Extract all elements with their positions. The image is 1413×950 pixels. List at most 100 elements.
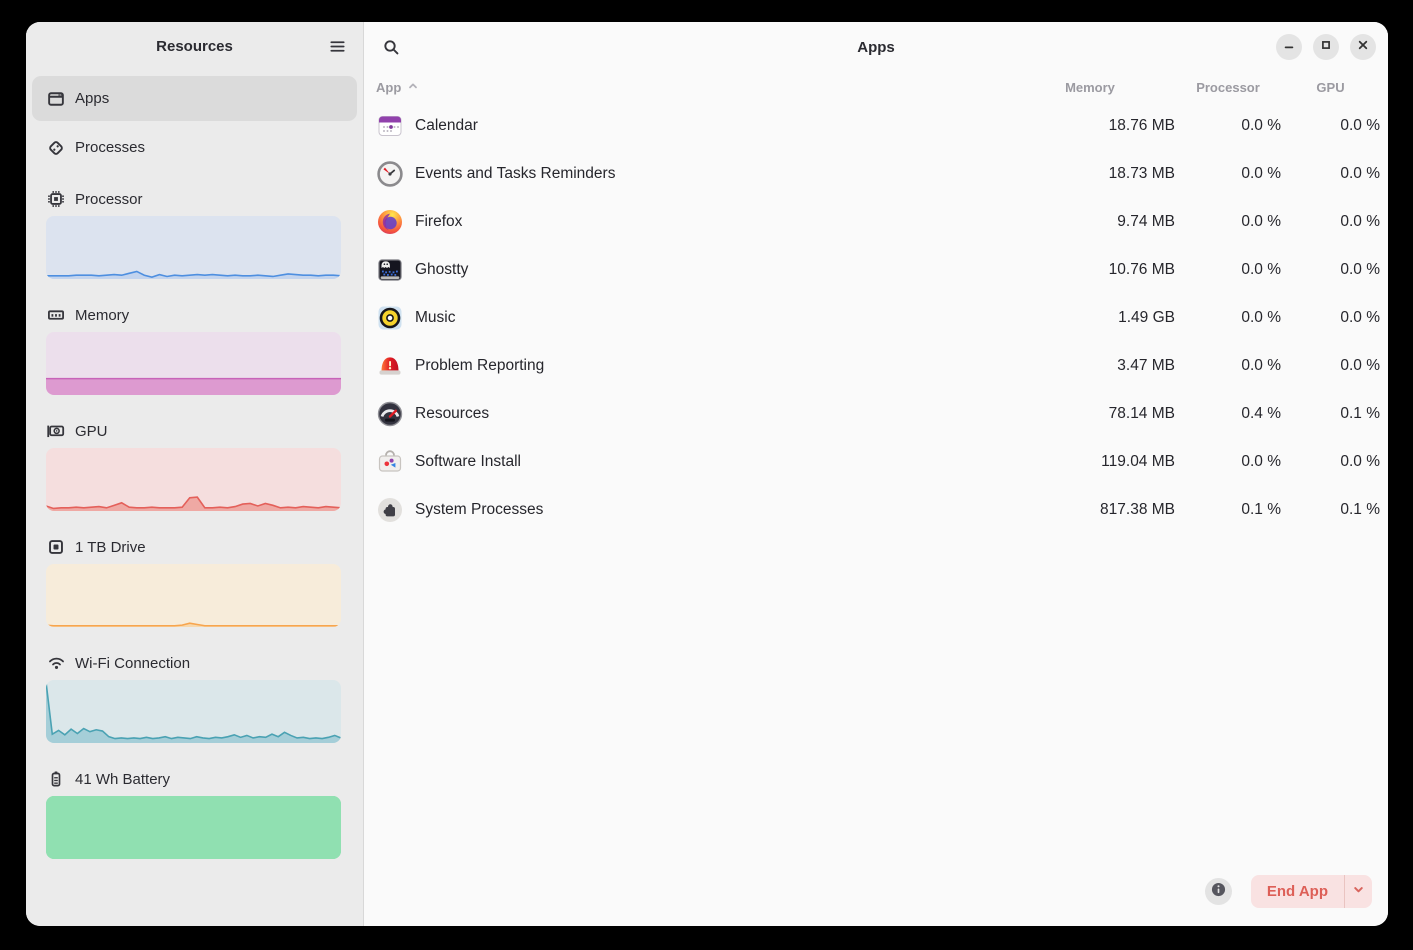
table-row[interactable]: Ghostty 10.76 MB 0.0 % 0.0 %	[364, 246, 1388, 294]
information-button[interactable]	[1204, 878, 1232, 905]
drive-icon	[46, 537, 66, 557]
system-processes-icon	[376, 496, 404, 524]
column-header-gpu[interactable]: GPU	[1316, 79, 1345, 95]
sidebar-item-apps[interactable]: Apps	[32, 76, 357, 121]
end-app-button[interactable]: End App	[1266, 883, 1328, 900]
app-table-body: Calendar 18.76 MB 0.0 % 0.0 % Events and…	[364, 102, 1388, 534]
maximize-icon	[1319, 38, 1333, 57]
memory-value: 78.14 MB	[1108, 405, 1175, 422]
processor-value: 0.0 %	[1241, 117, 1281, 134]
processor-value: 0.0 %	[1241, 453, 1281, 470]
sidebar-item-processor[interactable]: Processor	[26, 188, 363, 279]
app-name: Events and Tasks Reminders	[415, 165, 616, 182]
table-row[interactable]: Resources 78.14 MB 0.4 % 0.1 %	[364, 390, 1388, 438]
wifi-icon	[46, 653, 66, 673]
app-name: Resources	[415, 405, 490, 422]
sidebar-item-drive[interactable]: 1 TB Drive	[26, 536, 363, 627]
app-name: Software Install	[415, 453, 521, 470]
resources-app-window: Resources Apps Processes Processor M	[26, 22, 1388, 926]
resources-app-icon	[376, 400, 404, 428]
column-header-app-label: App	[376, 79, 402, 95]
close-button[interactable]	[1350, 34, 1376, 60]
minimize-button[interactable]	[1276, 34, 1302, 60]
page-title: Apps	[857, 38, 895, 56]
music-icon	[376, 304, 404, 332]
maximize-button[interactable]	[1313, 34, 1339, 60]
wifi-chart	[46, 680, 341, 743]
column-header-memory[interactable]: Memory	[1065, 79, 1115, 95]
gpu-value: 0.0 %	[1340, 213, 1380, 230]
sidebar-item-wifi[interactable]: Wi-Fi Connection	[26, 652, 363, 743]
battery-label: 41 Wh Battery	[75, 770, 171, 788]
sidebar-item-gpu[interactable]: GPU	[26, 420, 363, 511]
sidebar-item-apps-label: Apps	[75, 90, 110, 107]
memory-value: 18.76 MB	[1108, 117, 1175, 134]
calendar-app-icon	[376, 112, 404, 140]
end-app-dropdown-button[interactable]	[1344, 875, 1372, 908]
memory-icon	[46, 305, 66, 325]
main-panel: Apps App Memory Processor GPU Calendar 1…	[364, 22, 1388, 926]
info-icon	[1211, 882, 1226, 902]
gpu-value: 0.0 %	[1340, 117, 1380, 134]
close-icon	[1356, 38, 1370, 57]
gpu-value: 0.0 %	[1340, 309, 1380, 326]
processor-value: 0.0 %	[1241, 357, 1281, 374]
memory-value: 3.47 MB	[1117, 357, 1175, 374]
sidebar-title: Resources	[156, 37, 233, 55]
app-name: Firefox	[415, 213, 463, 230]
gpu-value: 0.1 %	[1340, 501, 1380, 518]
events-clock-icon	[376, 160, 404, 188]
memory-value: 18.73 MB	[1108, 165, 1175, 182]
table-row[interactable]: Problem Reporting 3.47 MB 0.0 % 0.0 %	[364, 342, 1388, 390]
hamburger-menu-icon	[327, 36, 347, 56]
sidebar-item-processes-label: Processes	[75, 139, 146, 156]
table-row[interactable]: Music 1.49 GB 0.0 % 0.0 %	[364, 294, 1388, 342]
memory-value: 817.38 MB	[1100, 501, 1175, 518]
processor-value: 0.1 %	[1241, 501, 1281, 518]
search-button[interactable]	[376, 32, 406, 62]
sidebar-item-processes[interactable]: Processes	[32, 125, 357, 170]
software-install-icon	[376, 448, 404, 476]
table-row[interactable]: Software Install 119.04 MB 0.0 % 0.0 %	[364, 438, 1388, 486]
table-row[interactable]: Firefox 9.74 MB 0.0 % 0.0 %	[364, 198, 1388, 246]
memory-value: 9.74 MB	[1117, 213, 1175, 230]
sidebar-headerbar: Resources	[26, 22, 363, 70]
table-row[interactable]: System Processes 817.38 MB 0.1 % 0.1 %	[364, 486, 1388, 534]
table-row[interactable]: Events and Tasks Reminders 18.73 MB 0.0 …	[364, 150, 1388, 198]
memory-value: 119.04 MB	[1101, 453, 1175, 470]
gpu-chart	[46, 448, 341, 511]
sidebar: Resources Apps Processes Processor M	[26, 22, 364, 926]
main-headerbar: Apps	[364, 22, 1388, 72]
processor-value: 0.0 %	[1241, 165, 1281, 182]
processor-chart	[46, 216, 341, 279]
apps-window-icon	[46, 89, 66, 109]
battery-chart	[46, 796, 341, 859]
sort-ascending-icon	[407, 80, 419, 95]
processor-value: 0.4 %	[1241, 405, 1281, 422]
processor-label: Processor	[75, 190, 143, 208]
memory-chart	[46, 332, 341, 395]
gpu-value: 0.0 %	[1340, 357, 1380, 374]
minimize-icon	[1282, 38, 1296, 57]
gpu-value: 0.0 %	[1340, 453, 1380, 470]
processes-icon	[46, 138, 66, 158]
memory-value: 10.76 MB	[1108, 261, 1175, 278]
gpu-label: GPU	[75, 422, 108, 440]
chevron-down-icon	[1352, 883, 1365, 901]
memory-value: 1.49 GB	[1118, 309, 1175, 326]
processor-value: 0.0 %	[1241, 309, 1281, 326]
column-header-processor[interactable]: Processor	[1196, 79, 1260, 95]
drive-label: 1 TB Drive	[75, 538, 146, 556]
table-row[interactable]: Calendar 18.76 MB 0.0 % 0.0 %	[364, 102, 1388, 150]
gpu-value: 0.0 %	[1340, 165, 1380, 182]
drive-chart	[46, 564, 341, 627]
window-controls	[1276, 34, 1376, 60]
wifi-label: Wi-Fi Connection	[75, 654, 191, 672]
sidebar-item-memory[interactable]: Memory	[26, 304, 363, 395]
end-app-split-button: End App	[1250, 875, 1372, 908]
sidebar-item-battery[interactable]: 41 Wh Battery	[26, 768, 363, 859]
menu-button[interactable]	[324, 33, 350, 59]
footer-actions: End App	[1204, 875, 1372, 908]
column-header-app[interactable]: App	[376, 80, 1005, 95]
firefox-icon	[376, 208, 404, 236]
